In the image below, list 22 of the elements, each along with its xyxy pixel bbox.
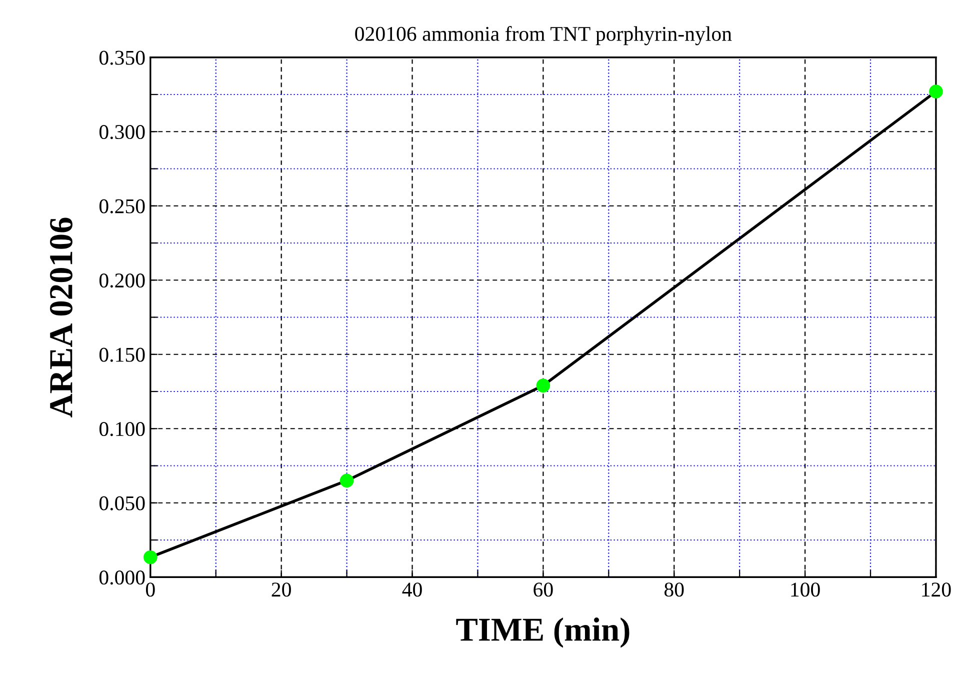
chart-title: 020106 ammonia from TNT porphyrin-nylon	[355, 26, 732, 46]
point	[536, 378, 550, 392]
x-axis-title: TIME (min)	[456, 618, 630, 648]
y-tick-label: 0.150	[99, 348, 145, 362]
point	[929, 84, 943, 98]
y-tick-label: 0.250	[99, 199, 145, 214]
y-tick-label: 0.300	[99, 125, 145, 140]
y-axis-title: AREA 020106	[50, 218, 72, 418]
y-tick-label: 0.000	[99, 570, 145, 585]
x-tick-label: 0	[146, 582, 155, 597]
x-tick-label: 80	[664, 582, 684, 597]
point	[144, 550, 158, 564]
point	[340, 474, 354, 488]
x-tick-label: 40	[402, 582, 422, 597]
y-tick-label: 0.100	[99, 422, 145, 436]
x-tick-label: 100	[791, 582, 820, 597]
x-tick-label: 120	[922, 582, 951, 597]
x-tick-label: 60	[534, 582, 553, 597]
x-tick-label: 20	[272, 582, 291, 597]
y-tick-label: 0.200	[99, 274, 145, 288]
y-tick-label: 0.350	[99, 50, 145, 65]
y-tick-label: 0.050	[99, 496, 145, 510]
